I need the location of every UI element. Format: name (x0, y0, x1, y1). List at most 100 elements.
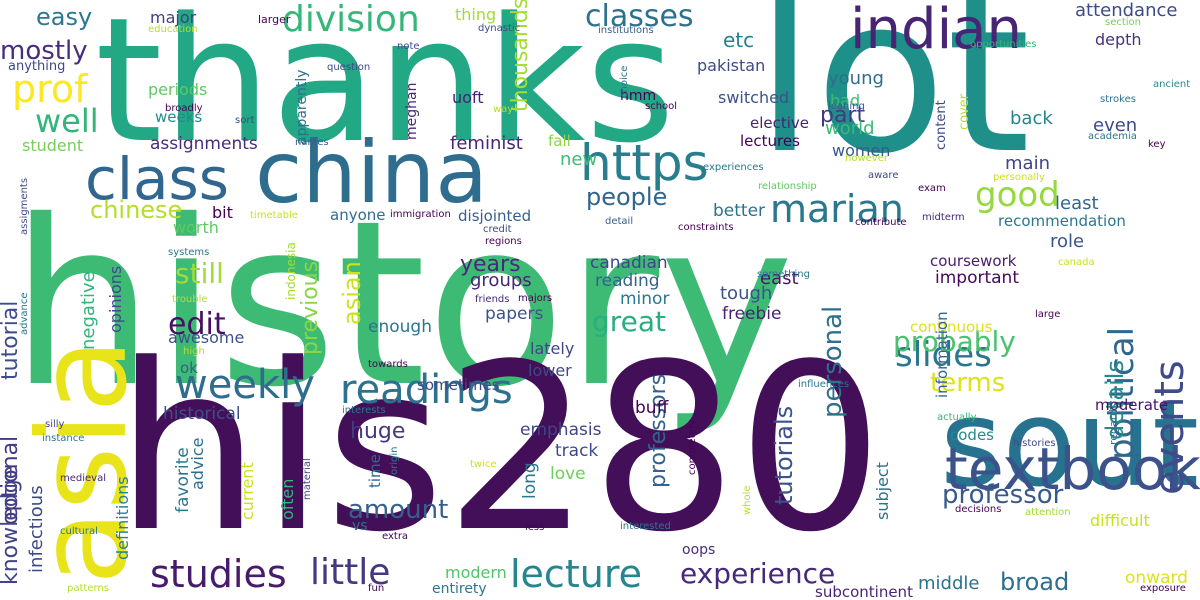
word: readings (340, 367, 513, 413)
word: ancient (1153, 79, 1191, 90)
word: codes (950, 426, 994, 444)
word: aware (868, 170, 899, 181)
word: bit (212, 203, 233, 222)
word: twice (470, 459, 497, 470)
word: bad (830, 91, 861, 110)
word: coursework (930, 252, 1017, 270)
word: groups (470, 270, 532, 291)
word: emphasis (520, 420, 602, 440)
word: subject (873, 462, 892, 520)
word: friends (475, 294, 510, 305)
word: moderate (1095, 396, 1169, 414)
word: information (933, 311, 951, 398)
word: new (560, 149, 598, 170)
word: his280 (115, 316, 884, 583)
word: interests (342, 405, 386, 416)
word: school (645, 101, 678, 112)
word: major (150, 8, 197, 27)
word: easy (36, 3, 93, 31)
word: something (757, 269, 810, 280)
word: detail (605, 216, 634, 227)
word: decisions (955, 504, 1002, 515)
word: anyone (330, 206, 386, 224)
word: long (520, 462, 540, 499)
word: depth (1095, 30, 1142, 49)
word: thanks (95, 0, 676, 181)
word: less (525, 522, 545, 533)
word: young (828, 68, 884, 89)
word: indonesia (284, 242, 298, 300)
word: elective (750, 114, 810, 132)
word: leaning (828, 101, 865, 112)
word: actually (937, 412, 977, 423)
word: reading (595, 271, 660, 291)
word: opinions (106, 265, 125, 333)
word: student (22, 136, 84, 155)
word: division (282, 0, 420, 40)
word: exposure (1140, 583, 1186, 594)
word: indian (850, 0, 1022, 62)
word: whole (742, 485, 753, 515)
word: part (820, 103, 866, 128)
word: years (460, 252, 521, 277)
word: still (175, 257, 224, 290)
word: section (1105, 17, 1142, 28)
word: relationship (758, 181, 817, 192)
word: constraints (678, 222, 734, 233)
word: vs (352, 518, 368, 534)
word: papers (485, 304, 544, 324)
word: oops (682, 542, 716, 558)
word: switched (718, 88, 790, 107)
word: experience (680, 557, 836, 590)
word: previous (298, 260, 323, 355)
word: slides (895, 335, 992, 375)
word: apparently (294, 69, 310, 145)
word: chinese (90, 196, 183, 224)
word: majors (518, 293, 553, 304)
word: weekly (175, 362, 315, 408)
word: systems (168, 247, 210, 258)
word: instance (42, 433, 85, 444)
word: important (935, 268, 1019, 288)
word: fall (548, 132, 571, 150)
word: broad (1000, 568, 1070, 596)
word: east (760, 268, 799, 289)
word: tutorials (770, 405, 798, 505)
word: cover (957, 93, 972, 130)
word: etc (723, 28, 755, 52)
word: contribute (855, 217, 907, 228)
word: marian (770, 187, 904, 231)
word: current (238, 462, 257, 520)
word: definitions (113, 476, 132, 560)
word: entirety (432, 581, 487, 597)
word: larger (258, 13, 291, 26)
word: key (1148, 139, 1166, 150)
word: infectious (26, 485, 47, 573)
word: regards (1107, 403, 1120, 445)
word: events (1147, 360, 1193, 495)
word: anything (8, 59, 66, 74)
word: main (1005, 153, 1050, 174)
word: dynastic (478, 23, 521, 34)
word: origin (389, 446, 400, 475)
word: assigments (19, 177, 30, 235)
word: sometimes (417, 376, 500, 394)
word: cultural (60, 526, 98, 537)
word: buff (635, 398, 669, 418)
word: attention (1025, 507, 1071, 518)
word: professor (942, 480, 1064, 510)
word: question (327, 62, 371, 73)
word: lectures (740, 132, 800, 150)
word: thousands (508, 0, 533, 112)
word: people (586, 183, 668, 211)
word: classes (585, 0, 694, 34)
word: continuous (910, 318, 993, 336)
word: timetable (250, 210, 298, 221)
word: huge (350, 419, 406, 444)
word: choice (619, 65, 630, 98)
word: disjointed (458, 207, 532, 225)
word: lot (755, 0, 1031, 201)
word: back (1010, 108, 1053, 129)
word: studies (150, 552, 287, 596)
